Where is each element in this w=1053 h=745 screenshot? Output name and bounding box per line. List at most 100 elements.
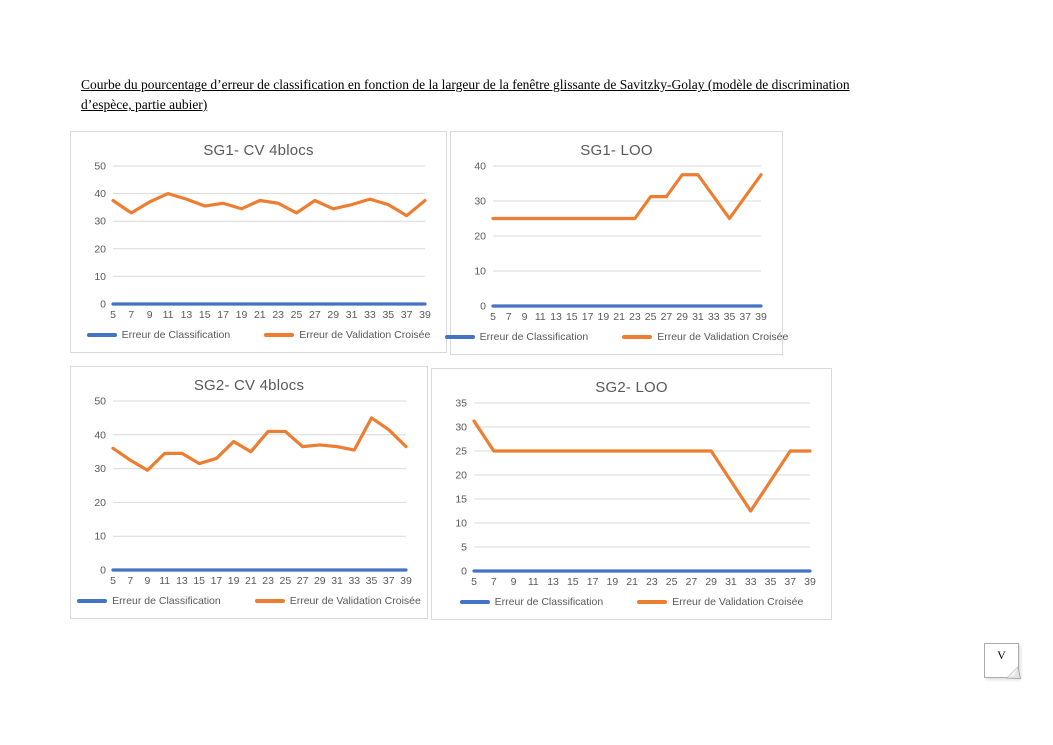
x-tick-label: 25 (280, 575, 292, 587)
x-tick-label: 17 (582, 311, 594, 323)
legend-line-swatch (459, 600, 490, 604)
chart-sg2-loo[interactable]: SG2- LOO 0 5 10 15 20 25 30 35 5 7 9 11 13 15 17 19 21 23… (431, 368, 832, 620)
legend-item: Erreur de Validation Croisée (264, 329, 430, 341)
chart-legend: Erreur de Classification Erreur de Valida… (79, 323, 438, 344)
chart-sg2-cv-4blocs[interactable]: SG2- CV 4blocs 0 10 20 30 40 50 5 7 9 11 13 15 17 19 2… (70, 366, 428, 619)
x-tick-label: 29 (327, 309, 339, 321)
x-tick-label: 17 (587, 576, 599, 588)
x-tick-label: 9 (522, 311, 528, 323)
y-tick-label: 20 (455, 470, 467, 482)
folded-corner-icon (1006, 666, 1022, 679)
chart-sg1-cv-4blocs[interactable]: SG1- CV 4blocs 0 10 20 30 40 50 5 7 9 11 13 15 17 19 2… (70, 131, 447, 353)
x-tick-label: 21 (613, 311, 625, 323)
x-tick-label: 23 (272, 309, 284, 321)
series-line (491, 173, 763, 221)
x-tick-label: 39 (804, 576, 816, 588)
legend-item: Erreur de Classification (459, 596, 603, 608)
y-tick-label: 40 (94, 429, 106, 441)
x-tick-label: 37 (401, 309, 413, 321)
x-tick-label: 9 (147, 309, 153, 321)
y-tick-label: 0 (100, 299, 106, 311)
x-tick-label: 7 (127, 575, 133, 587)
chart-legend: Erreur de Classification Erreur de Valida… (444, 325, 788, 346)
note-marker-letter: V (997, 648, 1006, 662)
x-tick-label: 31 (692, 311, 704, 323)
x-tick-label: 11 (159, 575, 170, 587)
chart-legend: Erreur de Classification Erreur de Valida… (440, 590, 823, 611)
x-tick-label: 21 (626, 576, 638, 588)
x-tick-label: 27 (661, 311, 673, 323)
x-tick-label: 29 (705, 576, 717, 588)
x-tick-label: 31 (725, 576, 737, 588)
x-tick-label: 13 (181, 309, 193, 321)
x-tick-label: 21 (245, 575, 257, 587)
legend-item: Erreur de Classification (444, 331, 588, 343)
x-tick-label: 33 (745, 576, 757, 588)
y-tick-label: 5 (461, 542, 467, 554)
caption-line-2: d’espèce, partie aubier) (81, 97, 208, 112)
x-tick-label: 33 (348, 575, 360, 587)
x-tick-label: 31 (331, 575, 343, 587)
x-tick-label: 11 (163, 309, 174, 321)
x-tick-label: 25 (645, 311, 657, 323)
chart-title: SG2- CV 4blocs (193, 377, 305, 394)
x-tick-label: 27 (297, 575, 309, 587)
legend-line-swatch (637, 600, 668, 604)
document-caption: Courbe du pourcentage d’erreur de classi… (81, 75, 850, 115)
note-marker[interactable]: V (984, 643, 1022, 679)
series-line (111, 191, 427, 218)
legend-label: Erreur de Validation Croisée (657, 331, 789, 343)
x-tick-label: 23 (629, 311, 641, 323)
x-tick-label: 5 (490, 311, 496, 323)
legend-line-swatch (264, 333, 295, 337)
y-tick-label: 10 (94, 531, 106, 543)
x-tick-label: 33 (708, 311, 720, 323)
x-tick-label: 37 (739, 311, 751, 323)
x-tick-label: 35 (382, 309, 394, 321)
chart-legend: Erreur de Classification Erreur de Valida… (77, 589, 421, 610)
x-tick-label: 23 (262, 575, 274, 587)
x-tick-label: 19 (228, 575, 240, 587)
x-tick-label: 21 (254, 309, 266, 321)
plot-area: 0 10 20 30 40 50 5 7 9 11 13 15 17 19 21 23 25 27 29 31 33 35… (94, 161, 431, 321)
y-tick-label: 20 (94, 497, 106, 509)
x-tick-label: 17 (211, 575, 223, 587)
legend-line-swatch (86, 333, 117, 337)
y-tick-label: 20 (474, 231, 486, 243)
series-line (472, 419, 812, 513)
legend-label: Erreur de Classification (121, 329, 231, 341)
legend-item: Erreur de Classification (86, 329, 231, 341)
legend-line-swatch (254, 599, 285, 603)
x-tick-label: 5 (110, 575, 116, 587)
x-tick-label: 11 (535, 311, 546, 323)
y-tick-label: 30 (474, 196, 486, 208)
x-tick-label: 9 (145, 575, 151, 587)
x-tick-label: 9 (511, 576, 517, 588)
x-tick-label: 31 (346, 309, 358, 321)
x-tick-label: 25 (291, 309, 303, 321)
x-tick-label: 5 (110, 309, 116, 321)
x-tick-label: 29 (314, 575, 326, 587)
chart-title: SG1- CV 4blocs (203, 142, 314, 159)
legend-item: Erreur de Validation Croisée (254, 595, 421, 607)
x-tick-label: 27 (309, 309, 321, 321)
y-tick-label: 0 (480, 301, 486, 313)
x-tick-label: 33 (364, 309, 376, 321)
y-tick-label: 10 (94, 271, 106, 283)
x-tick-label: 27 (686, 576, 698, 588)
x-tick-label: 15 (566, 311, 578, 323)
y-tick-label: 40 (474, 161, 486, 173)
legend-label: Erreur de Validation Croisée (672, 596, 804, 608)
x-tick-label: 37 (383, 575, 395, 587)
y-tick-label: 50 (94, 161, 106, 173)
x-tick-label: 19 (607, 576, 619, 588)
x-tick-label: 13 (547, 576, 559, 588)
legend-label: Erreur de Validation Croisée (299, 329, 431, 341)
x-tick-label: 13 (176, 575, 188, 587)
x-tick-label: 7 (491, 576, 497, 588)
x-tick-label: 25 (666, 576, 678, 588)
y-tick-label: 30 (455, 422, 467, 434)
chart-sg1-loo[interactable]: SG1- LOO 0 10 20 30 40 5 7 9 11 13 15 17 19 21 23 25 27 2… (444, 131, 788, 355)
